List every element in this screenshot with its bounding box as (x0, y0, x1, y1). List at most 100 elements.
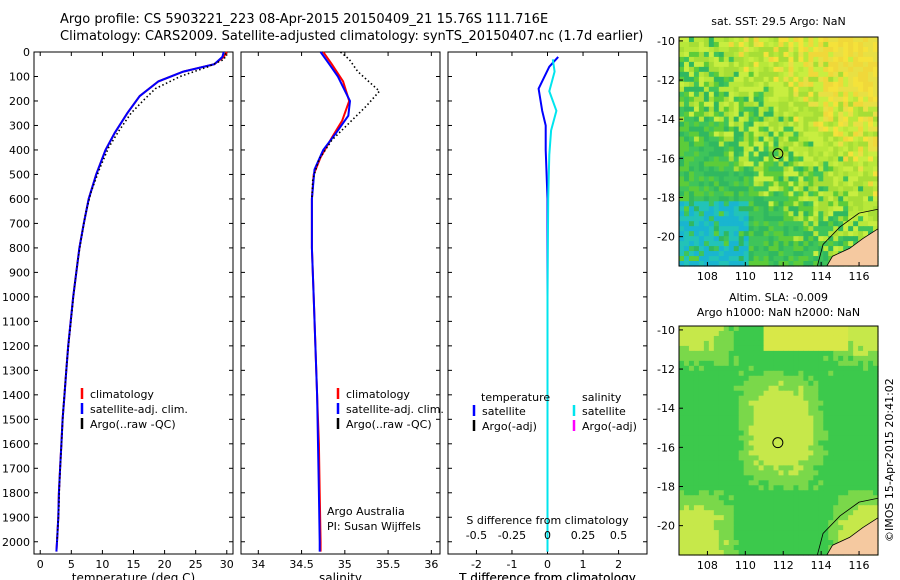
sla-map-cell (803, 505, 809, 511)
sla-map-cell (788, 490, 795, 496)
sla-map-cell (823, 535, 829, 541)
salinity-legend-label: climatology (346, 388, 410, 401)
sst-map-cell (813, 201, 819, 207)
sla-map-cell (823, 445, 829, 452)
sla-map-cell (823, 400, 829, 407)
sla-map-cell (773, 420, 780, 427)
sst-map-cell (733, 246, 740, 252)
sla-map-cell (698, 330, 705, 337)
sst-map-cell (768, 256, 775, 262)
sla-map-cell (763, 535, 770, 541)
sla-map-cell (743, 465, 750, 471)
sla-map-cell (688, 470, 695, 476)
sst-map-cell (768, 216, 775, 222)
sla-map-cell (808, 400, 814, 407)
sla-map-cell (808, 500, 814, 506)
sst-map-cell (768, 186, 775, 192)
sst-map-cell (828, 191, 834, 197)
sst-map-cell (703, 161, 710, 168)
sla-map-cell (833, 460, 839, 466)
sst-map-cell (828, 66, 834, 73)
sst-map-cell (828, 81, 834, 88)
sst-map-cell (828, 51, 834, 58)
sst-map-cell (708, 221, 715, 227)
sst-map-cell (743, 231, 750, 237)
sst-map-cell (723, 131, 730, 138)
sst-map-cell (868, 221, 874, 227)
sst-map-cell (868, 141, 874, 148)
sla-map-cell (798, 405, 804, 412)
sla-map-cell (763, 405, 770, 412)
sla-map-cell (708, 475, 715, 481)
sla-map-cell (723, 500, 730, 506)
sst-map-cell (858, 191, 864, 197)
sla-map-cell (838, 485, 844, 491)
sla-map-cell (708, 445, 715, 452)
sst-map-cell (788, 186, 795, 192)
sst-map-cell (698, 96, 705, 103)
sst-map-cell (868, 181, 874, 187)
sst-map-cell (723, 236, 730, 242)
sla-map-cell (823, 540, 829, 546)
sla-map-cell (753, 385, 760, 392)
sst-map-cell (768, 161, 775, 168)
sst-map-cell (723, 256, 730, 262)
sla-map-cell (853, 430, 859, 437)
sst-map-cell (753, 116, 760, 123)
sla-map-cell (688, 410, 695, 417)
sla-map-cell (698, 385, 705, 392)
sla-map-cell (738, 520, 745, 526)
sst-map-cell (723, 246, 730, 252)
sla-map-cell (743, 505, 750, 511)
sst-map-cell (679, 221, 685, 227)
sla-map-cell (778, 500, 785, 506)
sla-map-cell (843, 490, 849, 496)
sla-map-cell (838, 440, 844, 447)
sst-map-cell (708, 121, 715, 128)
sla-map-cell (773, 505, 780, 511)
sla-map-cell (693, 420, 700, 427)
sst-map-cell (788, 261, 795, 267)
sst-map-cell (728, 221, 735, 227)
sst-map-cell (868, 46, 874, 53)
sla-map-cell (828, 435, 834, 442)
sla-map-cell (873, 510, 879, 516)
sla-map-cell (858, 370, 864, 377)
sst-map-cell (683, 91, 690, 98)
sst-map-cell (843, 166, 849, 173)
sla-map-cell (708, 470, 715, 476)
sla-map-cell (848, 525, 854, 531)
sla-map-cell (863, 435, 869, 442)
sla-map-cell (783, 435, 790, 442)
sla-map-cell (713, 505, 720, 511)
sla-map-cell (758, 525, 765, 531)
sst-map-cell (703, 226, 710, 232)
sst-map-cell (873, 116, 879, 123)
sst-map-cell (728, 61, 735, 68)
sla-map-cell (703, 425, 710, 432)
sst-map-cell (753, 196, 760, 202)
sla-map-cell (858, 340, 864, 347)
sla-map-cell (763, 520, 770, 526)
sla-map-cell (708, 340, 715, 347)
sst-map-cell (848, 206, 854, 212)
sst-map-cell (758, 76, 765, 83)
sla-map-cell (698, 545, 705, 551)
sla-map-cell (718, 480, 725, 486)
sla-map-cell (703, 480, 710, 486)
depth-tick-label: 200 (9, 95, 30, 108)
sst-map-cell (753, 226, 760, 232)
sla-map-cell (833, 530, 839, 536)
sst-map-cell (818, 86, 824, 93)
sla-map-cell (698, 495, 705, 501)
sla-map-cell (808, 490, 814, 496)
sla-map-cell (863, 385, 869, 392)
sla-map-cell (728, 400, 735, 407)
sst-map-ytick-label: -18 (657, 191, 675, 204)
sla-map-cell (788, 425, 795, 432)
sst-map-cell (853, 56, 859, 63)
sla-map-cell (743, 445, 750, 452)
sla-map-cell (818, 430, 824, 437)
sla-map-cell (758, 380, 765, 387)
sst-map-cell (848, 161, 854, 168)
